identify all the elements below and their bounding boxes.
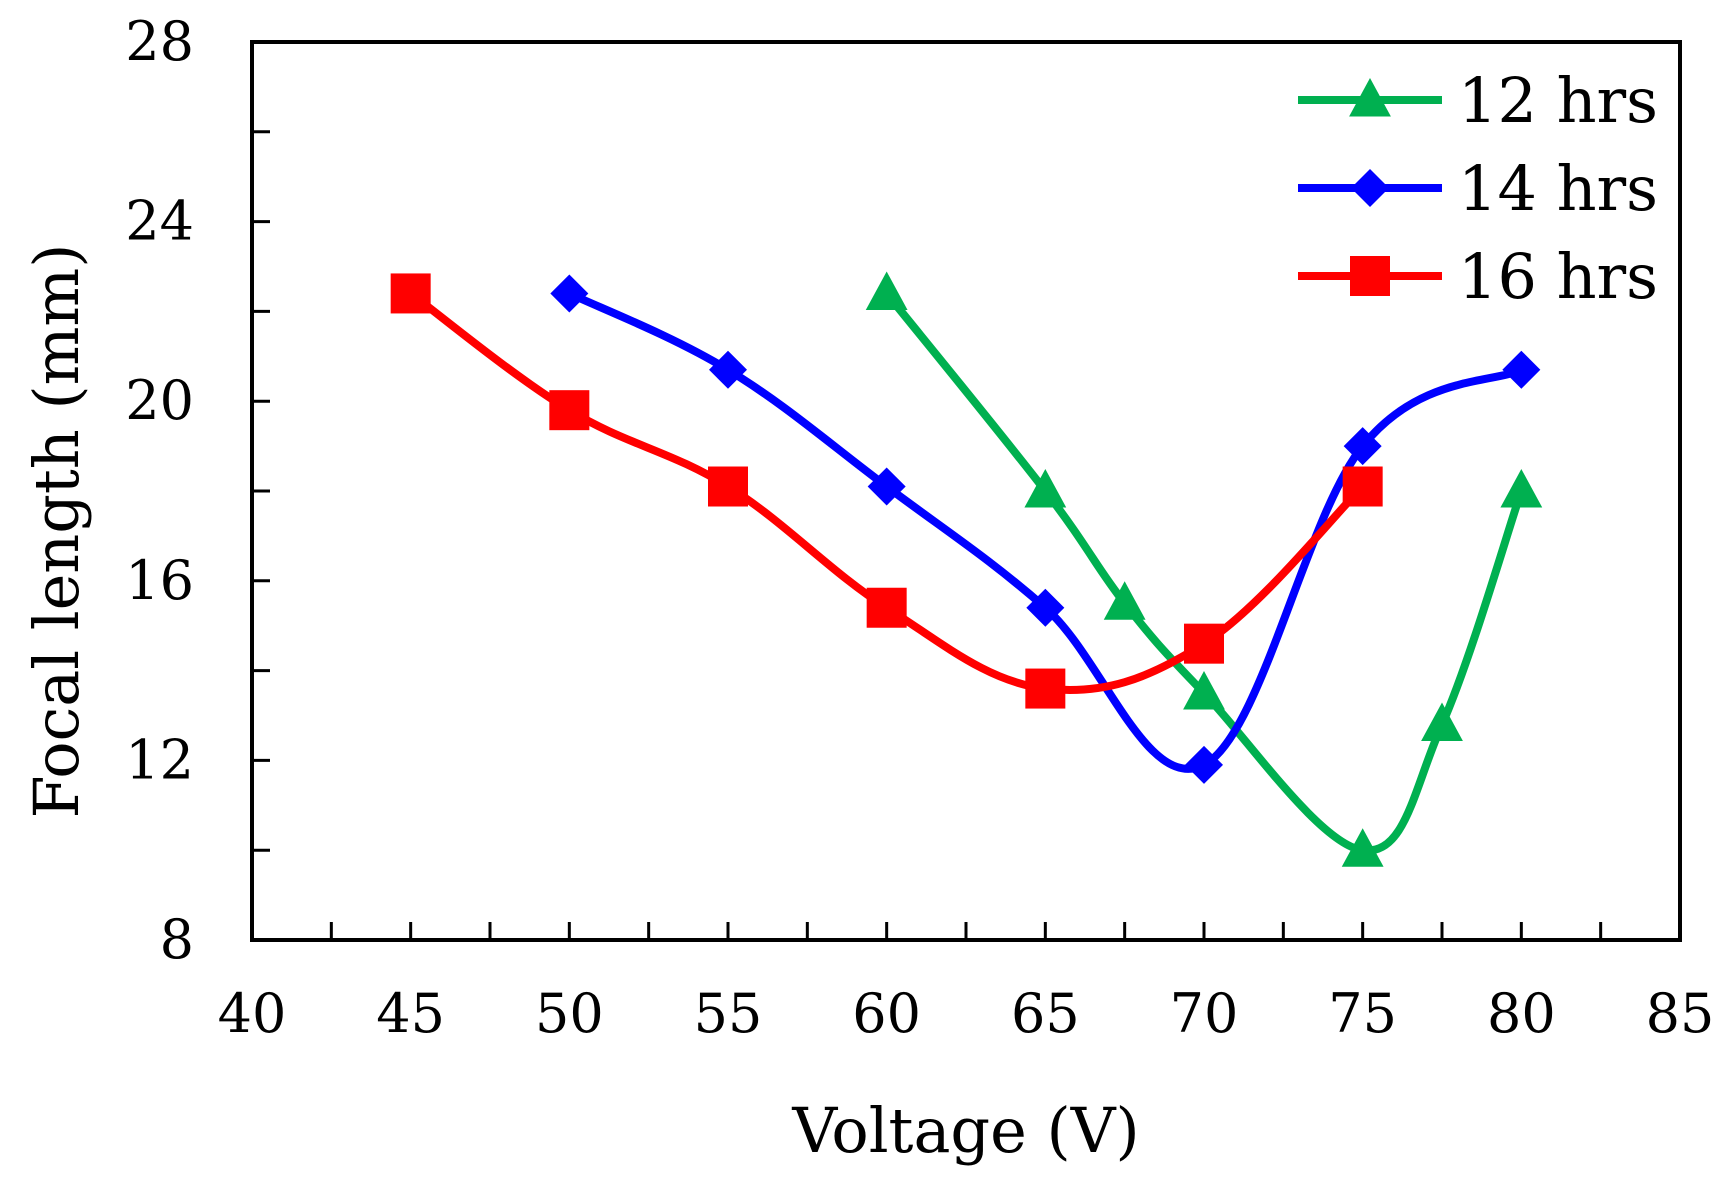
legend-item-16-hrs: 16 hrs	[1298, 240, 1658, 313]
legend: 12 hrs 14 hrs 16 hrs	[1298, 64, 1658, 313]
series-16-hrs	[390, 273, 1383, 709]
x-tick-label-1: 45	[376, 982, 445, 1045]
data-point-14-hrs-5	[1343, 427, 1382, 466]
x-tick-label-4: 60	[852, 982, 921, 1045]
x-tick-label-3: 55	[694, 982, 763, 1045]
x-tick-labels: 40 45 50 55 60 65 70 75 80 85	[218, 982, 1715, 1045]
data-point-12-hrs-1	[1024, 469, 1067, 508]
data-point-16-hrs-2	[708, 466, 748, 507]
data-point-16-hrs-3	[866, 587, 907, 628]
x-tick-label-2: 50	[535, 982, 604, 1045]
y-tick-label-0: 8	[160, 908, 194, 971]
data-point-14-hrs-3	[1026, 588, 1065, 627]
legend-label-0: 12 hrs	[1458, 64, 1658, 137]
legend-marker-2	[1350, 256, 1390, 296]
x-tick-label-7: 75	[1328, 982, 1397, 1045]
x-tick-label-8: 80	[1487, 982, 1556, 1045]
series-14-hrs	[550, 274, 1541, 784]
data-point-16-hrs-0	[390, 273, 431, 314]
x-tick-label-6: 70	[1170, 982, 1239, 1045]
legend-label-1: 14 hrs	[1458, 152, 1658, 225]
data-point-14-hrs-6	[1502, 350, 1541, 389]
x-tick-label-9: 85	[1646, 982, 1715, 1045]
y-tick-label-2: 16	[125, 549, 194, 612]
series-12-hrs	[865, 271, 1543, 867]
data-point-14-hrs-0	[550, 274, 589, 313]
data-point-16-hrs-6	[1342, 466, 1383, 507]
series-layer	[390, 271, 1543, 867]
x-tick-label-5: 65	[1011, 982, 1080, 1045]
data-point-16-hrs-1	[549, 390, 590, 431]
y-tick-label-3: 20	[125, 369, 194, 432]
data-point-14-hrs-4	[1185, 745, 1223, 784]
x-tick-label-0: 40	[218, 982, 287, 1045]
data-point-16-hrs-5	[1184, 623, 1224, 664]
data-point-12-hrs-5	[1421, 702, 1463, 741]
data-point-12-hrs-6	[1500, 469, 1543, 508]
legend-marker-0	[1349, 78, 1391, 117]
legend-item-14-hrs: 14 hrs	[1298, 152, 1658, 225]
y-tick-label-1: 12	[125, 728, 194, 791]
legend-marker-1	[1351, 169, 1389, 207]
data-point-14-hrs-2	[867, 467, 906, 506]
plot-area-frame	[250, 40, 1682, 942]
legend-item-12-hrs: 12 hrs	[1298, 64, 1658, 137]
data-point-12-hrs-3	[1183, 671, 1225, 710]
y-tick-label-5: 28	[125, 10, 194, 73]
x-axis-title: Voltage (V)	[791, 1094, 1139, 1167]
y-tick-labels: 8 12 16 20 24 28	[125, 10, 194, 971]
data-point-16-hrs-4	[1025, 668, 1066, 709]
legend-label-2: 16 hrs	[1458, 240, 1658, 313]
data-point-12-hrs-2	[1103, 581, 1146, 620]
data-point-12-hrs-0	[865, 271, 908, 310]
y-tick-label-4: 24	[125, 190, 194, 253]
y-axis-title: Focal length (mm)	[20, 244, 93, 819]
data-point-12-hrs-4	[1341, 828, 1384, 867]
data-point-14-hrs-1	[709, 350, 747, 389]
